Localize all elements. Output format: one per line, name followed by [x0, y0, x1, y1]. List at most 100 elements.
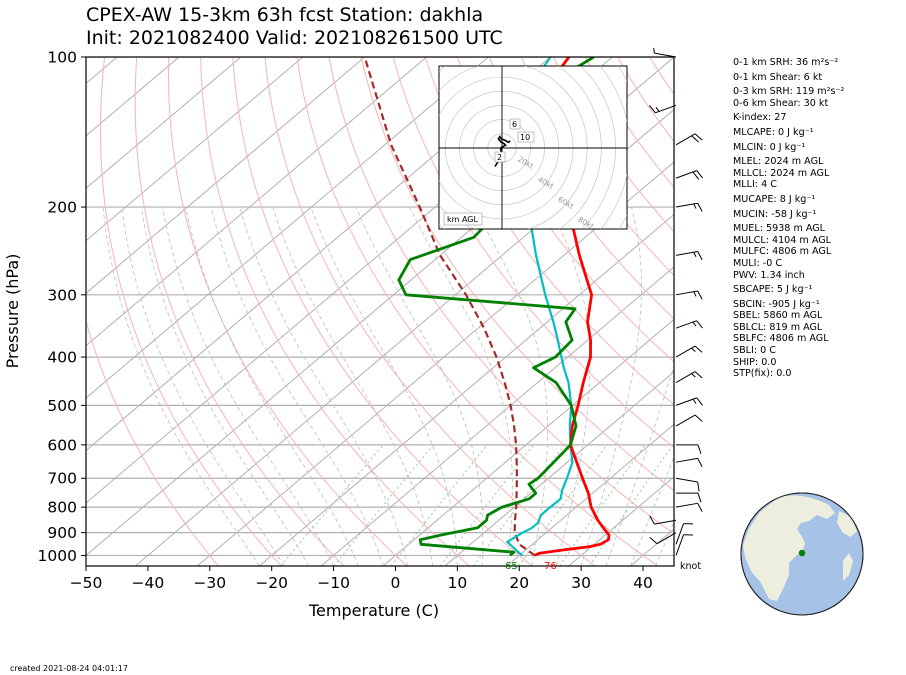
wind-barb-half-flag — [655, 106, 660, 112]
wind-barb-staff — [675, 523, 684, 545]
isotherm-30 — [568, 476, 674, 566]
isotherm--120 — [86, 57, 242, 189]
sounding-index-item: SBLCL: 819 m AGL — [733, 321, 823, 333]
sounding-index-item: MLLCL: 2024 m AGL — [733, 167, 830, 179]
sounding-index-item: MLCIN: 0 J kg⁻¹ — [733, 141, 806, 153]
wind-barb-800 — [675, 502, 703, 512]
sounding-index-item: K-index: 27 — [733, 112, 787, 124]
axis-ticks: −50 −40 −30 −20 −10 0 10 20 30 40 100 200 300 400 500 6… — [38, 49, 653, 593]
wind-barbs — [649, 47, 703, 556]
wind-barb-staff — [675, 371, 696, 384]
sounding-index-item: SBCAPE: 5 J kg⁻¹ — [733, 284, 813, 296]
dry-adiabat — [842, 57, 906, 566]
hodograph-frame — [438, 65, 628, 230]
x-tick-label: −30 — [193, 574, 226, 592]
surface-temperature-label: 76 — [544, 561, 557, 572]
wind-barb-staff — [675, 170, 697, 179]
moist-adiabat — [141, 206, 310, 566]
wind-barb-350 — [675, 320, 703, 329]
isotherm--20 — [258, 213, 674, 566]
wind-barb-half-flag — [691, 373, 696, 378]
sounding-index-item: 0-1 km Shear: 6 kt — [733, 71, 823, 83]
wind-barb-half-flag — [692, 398, 697, 404]
plot-frame — [85, 56, 675, 567]
dry-adiabat — [488, 57, 674, 320]
sounding-index-item: SBLI: 0 C — [733, 345, 776, 357]
x-tick-label: 0 — [391, 574, 401, 592]
hodograph-legend-box — [443, 212, 483, 226]
moist-adiabat — [474, 206, 548, 566]
x-tick-label: 30 — [571, 574, 591, 592]
isotherm--110 — [86, 57, 304, 242]
wind-barb-150 — [675, 133, 703, 146]
wind-barb-flag — [691, 135, 700, 143]
wind-barb-staff — [675, 502, 698, 508]
dry-adiabat — [874, 57, 906, 566]
moist-adiabat — [605, 364, 674, 566]
dry-adiabat — [392, 57, 674, 449]
y-tick-label: 500 — [47, 397, 77, 415]
isotherm-20 — [506, 423, 674, 566]
wind-barb-flag — [694, 133, 703, 141]
moist-adiabat — [210, 206, 384, 566]
wind-barb-450 — [675, 371, 703, 384]
sounding-index-item: MLLI: 4 C — [733, 179, 777, 191]
x-tick-label: −20 — [255, 574, 288, 592]
moist-adiabat — [162, 206, 334, 566]
wind-barb-staff — [675, 477, 698, 483]
isotherm--80 — [86, 57, 489, 399]
wind-barb-flag — [697, 444, 702, 455]
wind-barb-staff — [675, 345, 696, 358]
isotherm--90 — [86, 57, 427, 347]
sounding-index-item: 0-6 km Shear: 30 kt — [733, 97, 829, 109]
sounding-index-item: MUCIN: -58 J kg⁻¹ — [733, 208, 817, 220]
wind-barb-flag — [694, 371, 703, 379]
wind-barb-half-flag — [693, 251, 697, 258]
wind-barb-staff — [656, 532, 677, 545]
mixing-ratio-line — [280, 444, 384, 566]
sounding-index-item: 0-1 km SRH: 36 m²s⁻² — [733, 57, 839, 68]
wind-barb-flag — [694, 414, 703, 422]
sounding-index-item: MULCL: 4104 m AGL — [733, 234, 832, 246]
mixing-ratio-line — [559, 444, 646, 566]
globe-land-arabia — [837, 511, 857, 537]
hodograph-height-label: 2 — [497, 153, 502, 162]
hodograph-legend: km AGL — [447, 215, 479, 224]
wind-barb-1000 — [675, 534, 694, 556]
y-tick-label: 600 — [47, 436, 77, 454]
wind-barb-125 — [649, 104, 677, 114]
parcel-path-line — [363, 57, 536, 557]
station-location-globe — [740, 492, 864, 616]
surface-dewpoint-label: 65 — [505, 561, 518, 572]
wind-barb-flag — [649, 515, 655, 525]
wind-barb-flag — [649, 536, 658, 545]
sounding-index-item: SBCIN: -905 J kg⁻¹ — [733, 298, 820, 310]
dry-adiabat — [200, 57, 470, 566]
chart-title-line-1: CPEX-AW 15-3km 63h fcst Station: dakhla — [86, 4, 484, 26]
hodograph-height-label: 10 — [520, 133, 530, 142]
globe-outline — [740, 492, 864, 616]
sounding-index-item: MULI: -0 C — [733, 257, 783, 269]
wind-barb-staff — [675, 414, 696, 427]
x-tick-label: 10 — [448, 574, 468, 592]
wind-barb-half-flag — [691, 347, 696, 353]
wind-barb-staff — [675, 320, 697, 329]
wind-barb-950 — [675, 523, 694, 545]
moist-adiabat — [102, 206, 260, 566]
wind-barb-half-flag — [693, 203, 697, 209]
isotherm--100 — [86, 57, 366, 294]
wind-units-label: knot — [680, 561, 701, 572]
x-axis-label: Temperature (C) — [308, 601, 439, 620]
moist-adiabat — [355, 206, 484, 566]
wind-barb-850 — [649, 515, 677, 525]
wind-barb-500 — [675, 397, 703, 406]
y-tick-label: 900 — [47, 524, 77, 542]
mixing-ratio-line — [589, 444, 674, 566]
moist-adiabat — [272, 206, 433, 566]
sounding-index-item: MUCAPE: 8 J kg⁻¹ — [733, 193, 816, 205]
hodograph-height-box — [494, 151, 506, 163]
y-tick-label: 700 — [47, 470, 77, 488]
sounding-index-item: PWV: 1.34 inch — [733, 269, 805, 281]
wind-barb-400 — [675, 345, 703, 358]
mixing-ratio-line — [440, 444, 534, 566]
